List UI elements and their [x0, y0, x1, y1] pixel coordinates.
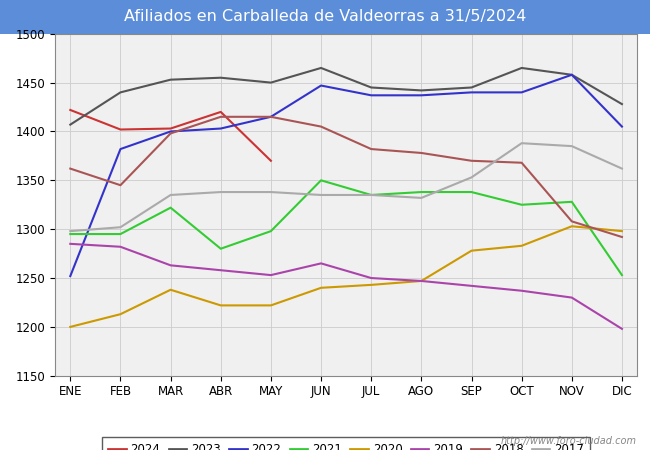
Text: Afiliados en Carballeda de Valdeorras a 31/5/2024: Afiliados en Carballeda de Valdeorras a …: [124, 9, 526, 24]
Text: http://www.foro-ciudad.com: http://www.foro-ciudad.com: [501, 436, 637, 446]
Legend: 2024, 2023, 2022, 2021, 2020, 2019, 2018, 2017: 2024, 2023, 2022, 2021, 2020, 2019, 2018…: [102, 437, 590, 450]
